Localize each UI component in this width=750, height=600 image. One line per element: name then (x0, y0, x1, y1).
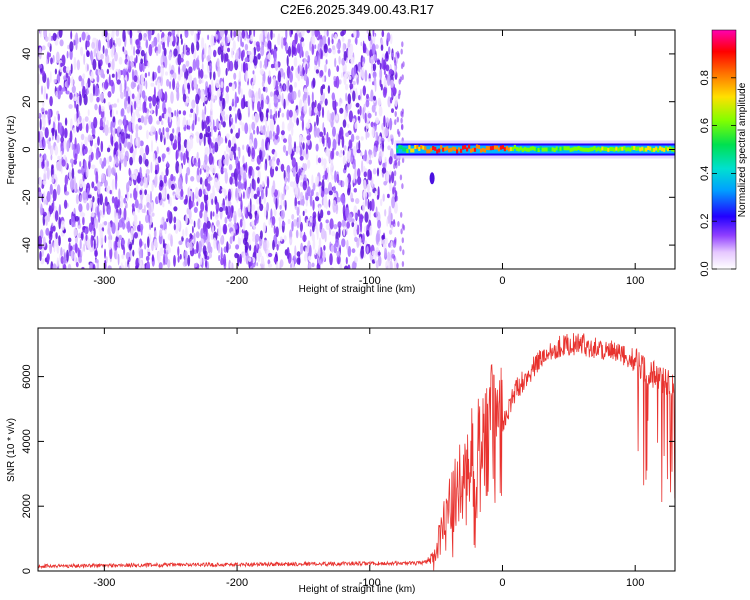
spectrogram-x-axis-label: Height of straight line (km) (299, 284, 416, 295)
colorbar-tick-label: 0.0 (699, 261, 711, 276)
x-tick-label: 0 (499, 577, 505, 589)
snr-x-axis-label: Height of straight line (km) (299, 584, 416, 595)
y-tick-label: -40 (21, 237, 33, 253)
snr-y-ticks: 0 2000 4000 6000 (21, 364, 675, 574)
spectrogram-y-ticks: -40 -20 0 20 40 (21, 48, 675, 253)
y-tick-label: 0 (21, 146, 33, 152)
x-tick-label: -300 (93, 275, 115, 287)
figure-title: C2E6.2025.349.00.43.R17 (280, 2, 434, 17)
y-tick-label: 0 (21, 568, 33, 574)
x-tick-label: -100 (359, 275, 381, 287)
y-tick-label: 40 (21, 48, 33, 60)
spectrogram-x-ticks: -300 -200 -100 0 100 (93, 30, 644, 287)
colorbar-ticks: 0.0 0.2 0.4 0.6 0.8 (699, 70, 736, 277)
x-tick-label: -200 (226, 275, 248, 287)
colorbar-tick-label: 0.6 (699, 118, 711, 133)
colorbar-label: Normalized spectral amplitude (737, 82, 748, 217)
y-tick-label: 20 (21, 96, 33, 108)
y-tick-label: -20 (21, 189, 33, 205)
snr-x-ticks: -300 -200 -100 0 100 (93, 328, 644, 589)
colorbar: 0.0 0.2 0.4 0.6 0.8 Normalized spectral ampl… (699, 29, 748, 277)
x-tick-label: 100 (626, 275, 644, 287)
colorbar-tick-label: 0.8 (699, 70, 711, 85)
spectrogram-noise-region (38, 30, 406, 269)
colorbar-tick-label: 0.4 (699, 166, 711, 181)
colorbar-tick-label: 0.2 (699, 214, 711, 229)
x-tick-label: 100 (626, 577, 644, 589)
x-tick-label: -200 (226, 577, 248, 589)
x-tick-label: -300 (93, 577, 115, 589)
snr-plot-area (38, 328, 675, 571)
y-tick-label: 6000 (21, 364, 33, 388)
spectrogram-carrier-band (396, 140, 675, 185)
x-tick-label: -100 (359, 577, 381, 589)
snr-frame (37, 327, 676, 572)
snr-series-line (38, 333, 675, 571)
colorbar-gradient (711, 29, 737, 270)
x-tick-label: 0 (499, 275, 505, 287)
y-tick-label: 4000 (21, 429, 33, 453)
y-tick-label: 2000 (21, 494, 33, 518)
snr-y-axis-label: SNR (10 * v/v) (6, 418, 17, 482)
spectrogram-y-axis-label: Frequency (Hz) (6, 116, 17, 185)
